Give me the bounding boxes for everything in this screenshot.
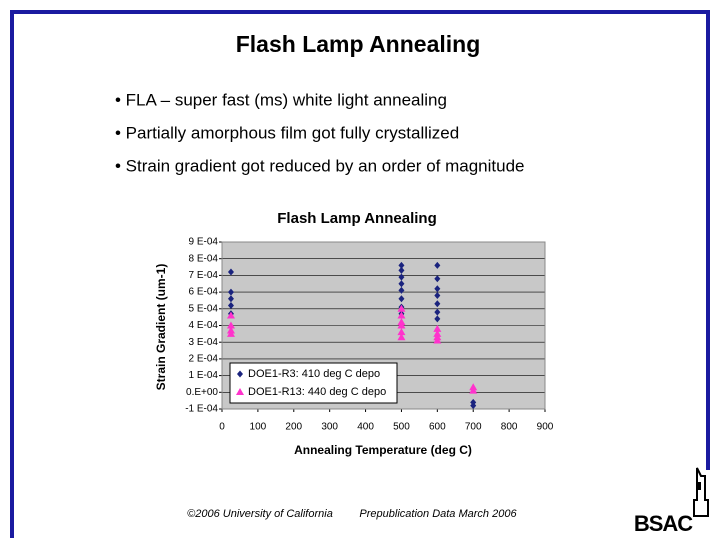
x-tick-label: 200 xyxy=(285,422,302,433)
diamond-point xyxy=(398,266,405,274)
bullet: • Strain gradient got reduced by an orde… xyxy=(115,156,525,175)
footer: ©2006 University of California xyxy=(187,508,333,520)
diamond-point xyxy=(398,273,405,281)
triangle-point xyxy=(226,311,235,319)
bullet: • FLA – super fast (ms) white light anne… xyxy=(115,90,447,109)
y-tick-label: 0.E+00 xyxy=(186,387,218,398)
logo: BSAC xyxy=(634,467,709,536)
triangle-point xyxy=(397,304,406,312)
bullet: • Partially amorphous film got fully cry… xyxy=(115,123,459,142)
triangle-point xyxy=(397,321,406,329)
y-tick-label: 1 E-04 xyxy=(189,370,219,381)
x-tick-label: 500 xyxy=(393,422,410,433)
y-tick-label: 7 E-04 xyxy=(189,270,219,281)
y-tick-label: 5 E-04 xyxy=(189,303,219,314)
y-tick-label: -1 E-04 xyxy=(185,404,218,415)
triangle-point xyxy=(226,321,235,329)
y-tick-label: 9 E-04 xyxy=(189,237,219,248)
y-tick-label: 6 E-04 xyxy=(189,287,219,298)
triangle-point xyxy=(397,311,406,319)
triangle-point xyxy=(397,328,406,336)
x-tick-label: 400 xyxy=(357,422,374,433)
triangle-point xyxy=(433,336,442,344)
footer: Prepublication Data March 2006 xyxy=(359,508,517,520)
diamond-point xyxy=(434,291,441,299)
x-tick-label: 0 xyxy=(219,422,225,433)
legend-label: DOE1-R13: 440 deg C depo xyxy=(248,386,386,398)
y-tick-label: 8 E-04 xyxy=(189,253,219,264)
slide-border xyxy=(10,10,710,538)
triangle-point xyxy=(397,333,406,341)
triangle-point xyxy=(236,388,244,395)
diamond-point xyxy=(434,285,441,293)
legend-box xyxy=(229,362,398,404)
diamond-point xyxy=(398,286,405,294)
diamond-point xyxy=(227,268,234,276)
legend-label: DOE1-R3: 410 deg C depo xyxy=(248,368,380,380)
triangle-point xyxy=(433,324,442,332)
diamond-point xyxy=(237,370,243,378)
x-tick-label: 800 xyxy=(501,422,518,433)
chart-title: Flash Lamp Annealing xyxy=(277,210,436,227)
y-tick-label: 2 E-04 xyxy=(189,354,219,365)
diamond-point xyxy=(434,315,441,323)
x-tick-label: 600 xyxy=(429,422,446,433)
diamond-point xyxy=(470,402,477,410)
x-tick-label: 700 xyxy=(465,422,482,433)
diamond-point xyxy=(398,295,405,303)
diamond-point xyxy=(227,301,234,309)
triangle-point xyxy=(469,386,478,394)
slide-title: Flash Lamp Annealing xyxy=(236,31,481,57)
x-axis-title: Annealing Temperature (deg C) xyxy=(294,443,472,457)
y-tick-label: 4 E-04 xyxy=(189,320,219,331)
x-tick-label: 300 xyxy=(321,422,338,433)
diamond-point xyxy=(434,308,441,316)
diamond-point xyxy=(227,288,234,296)
y-axis-title: Strain Gradient (um-1) xyxy=(154,264,168,391)
diamond-point xyxy=(434,261,441,269)
y-tick-label: 3 E-04 xyxy=(189,337,219,348)
diamond-point xyxy=(227,295,234,303)
diamond-point xyxy=(434,300,441,308)
x-tick-label: 100 xyxy=(250,422,267,433)
x-tick-label: 900 xyxy=(537,422,554,433)
triangle-point xyxy=(226,329,235,337)
logo-text: BSAC xyxy=(634,511,693,536)
plot-frame xyxy=(221,241,546,410)
diamond-point xyxy=(398,280,405,288)
diamond-point xyxy=(398,261,405,269)
diamond-point xyxy=(434,275,441,283)
chart: 9 E-04 8 E-04 7 E-04 6 E-04 5 E-04 4 E-04 3 E-… xyxy=(185,237,554,433)
